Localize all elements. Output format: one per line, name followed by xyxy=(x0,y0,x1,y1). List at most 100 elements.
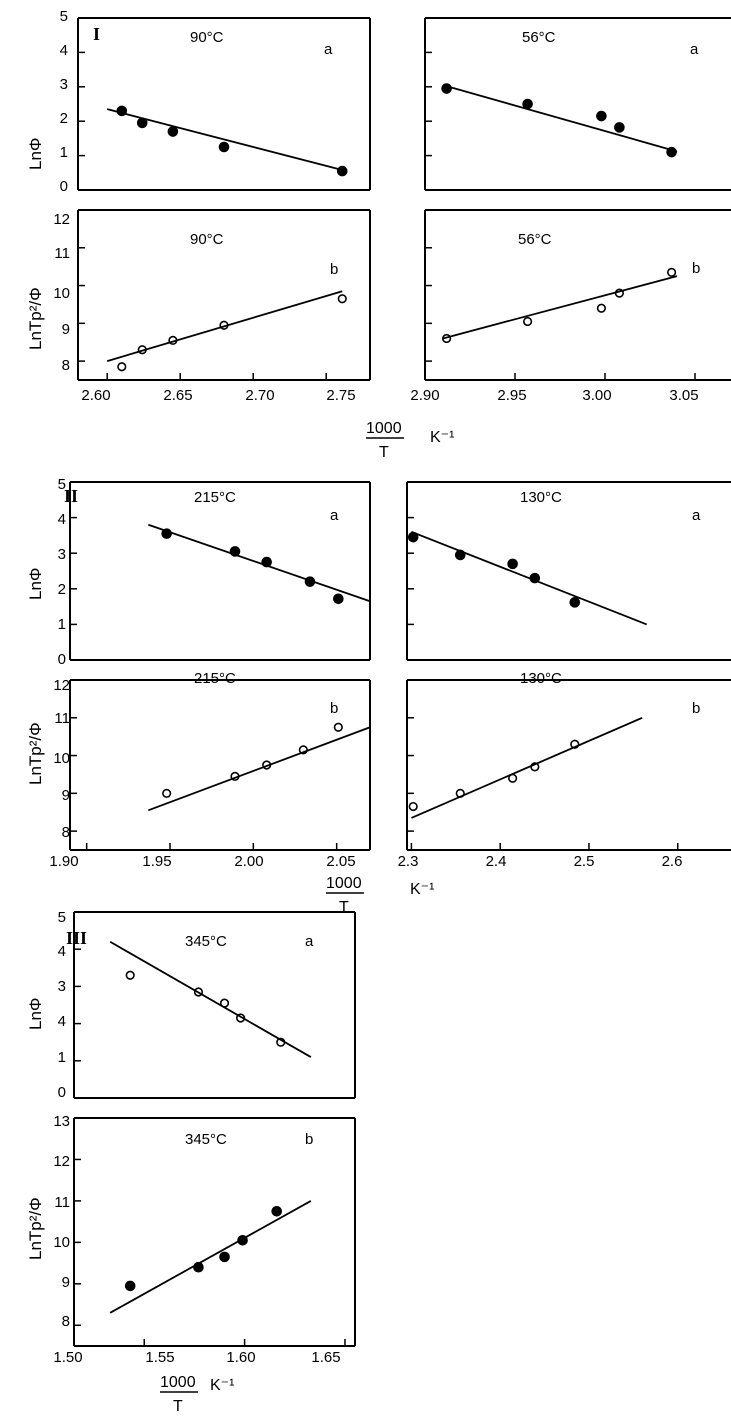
data-point-filled xyxy=(271,1205,283,1217)
panel-label-a: a xyxy=(692,507,701,524)
data-point-open xyxy=(337,294,347,304)
data-point-filled xyxy=(333,593,344,605)
y-tick-label: 0 xyxy=(60,178,68,195)
x-tick-label: 2.05 xyxy=(326,853,355,870)
temp-label: 345°C xyxy=(185,1131,227,1148)
y-tick-label: 3 xyxy=(60,76,68,93)
x-axis-title-numerator: 1000 xyxy=(160,1374,196,1391)
temp-label: 56°C xyxy=(518,231,552,248)
y-tick-label: 2 xyxy=(58,581,66,598)
temp-label: 130°C xyxy=(520,489,562,506)
y-tick-label: 0 xyxy=(58,1084,66,1101)
panel-label-a: a xyxy=(305,933,314,950)
data-point-filled xyxy=(596,110,607,122)
x-axis-title-unit: K⁻¹ xyxy=(430,429,454,446)
data-point-open xyxy=(333,722,343,732)
y-tick-label: 12 xyxy=(53,211,70,228)
fit-line xyxy=(109,940,312,1058)
x-axis-title-unit: K⁻¹ xyxy=(210,1377,234,1394)
y-tick-label: 4 xyxy=(58,511,66,528)
x-tick-labels: 2.60 2.65 2.70 2.75 2.90 2.95 3.00 3.05 … xyxy=(49,387,698,1366)
y-tick-label: 4 xyxy=(58,1013,66,1030)
panel-label-b: b xyxy=(330,261,338,278)
data-point-open xyxy=(125,970,135,980)
panel-label-a: a xyxy=(690,41,699,58)
y-tick-label: 11 xyxy=(54,1194,70,1211)
panel-I-a xyxy=(424,17,731,191)
y-tick-label: 9 xyxy=(62,321,70,338)
y-tick-label: 5 xyxy=(60,8,68,25)
x-tick-label: 1.55 xyxy=(145,1349,174,1366)
data-point-filled xyxy=(219,1251,230,1263)
x-tick-label: 1.90 xyxy=(49,853,78,870)
panel-label-a: a xyxy=(330,507,339,524)
panel-II-a xyxy=(69,481,371,661)
panel-I-b xyxy=(77,209,371,381)
y-tick-label: 3 xyxy=(58,978,66,995)
x-tick-label: 2.90 xyxy=(410,387,439,404)
fit-line xyxy=(148,726,371,812)
temp-label: 215°C xyxy=(194,670,236,687)
fit-line xyxy=(148,523,371,603)
x-axis-title-numerator: 1000 xyxy=(366,420,402,437)
y-axis-title: LnΦ xyxy=(26,138,45,170)
x-axis-title-denominator: T xyxy=(173,1398,183,1415)
x-tick-label: 2.70 xyxy=(245,387,274,404)
data-point-filled xyxy=(336,165,348,177)
x-tick-label: 1.60 xyxy=(226,1349,255,1366)
panel-III-a xyxy=(73,911,356,1099)
y-tick-label: 1 xyxy=(58,1049,66,1066)
y-tick-label: 11 xyxy=(54,710,70,727)
data-point-filled xyxy=(569,597,581,608)
y-tick-label: 12 xyxy=(53,1153,70,1170)
x-tick-label: 2.4 xyxy=(486,853,507,870)
y-axis-title: LnΦ xyxy=(26,998,45,1030)
group-label-III: III xyxy=(66,928,87,948)
x-axis-title: 1000 T K⁻¹ xyxy=(160,1374,234,1415)
y-tick-label: 4 xyxy=(58,943,66,960)
y-axis-title: LnTp²/Φ xyxy=(26,287,45,350)
y-tick-label: 8 xyxy=(62,824,70,841)
x-tick-label: 1.95 xyxy=(142,853,171,870)
y-tick-label: 4 xyxy=(60,42,68,59)
x-tick-label: 3.05 xyxy=(669,387,698,404)
data-point-filled xyxy=(614,122,625,133)
y-tick-label: 1 xyxy=(60,144,68,161)
x-axis-title-denominator: T xyxy=(339,899,349,916)
x-axis-title-denominator: T xyxy=(379,444,389,461)
y-tick-label: 10 xyxy=(53,285,70,302)
y-axis-title: LnΦ xyxy=(26,568,45,600)
panel-label-b: b xyxy=(330,700,338,717)
y-tick-label: 1 xyxy=(58,616,66,633)
x-tick-label: 1.65 xyxy=(311,1349,340,1366)
data-point-filled xyxy=(522,98,533,110)
y-tick-label: 0 xyxy=(58,651,66,668)
fit-line xyxy=(442,84,678,153)
panel-I-b xyxy=(424,209,731,381)
panel-III-b xyxy=(73,1117,356,1347)
y-tick-label: 11 xyxy=(54,245,70,262)
temp-label: 56°C xyxy=(522,29,556,46)
temp-label: 345°C xyxy=(185,933,227,950)
data-point-open xyxy=(522,316,533,327)
panel-label-b: b xyxy=(692,260,700,277)
panel-II-b xyxy=(69,679,371,851)
x-tick-label: 2.6 xyxy=(662,853,683,870)
panel-II-b xyxy=(406,679,731,851)
y-tick-label: 10 xyxy=(53,750,70,767)
temp-label: 90°C xyxy=(190,231,224,248)
x-tick-label: 2.60 xyxy=(81,387,110,404)
y-axis-title: LnTp²/Φ xyxy=(26,1197,45,1260)
group-label-I: I xyxy=(93,24,100,44)
chart-panels xyxy=(69,17,731,1347)
y-tick-label: 3 xyxy=(58,546,66,563)
fit-line xyxy=(411,716,643,819)
y-tick-label: 5 xyxy=(58,909,66,926)
x-tick-label: 2.5 xyxy=(574,853,595,870)
y-tick-label: 5 xyxy=(58,476,66,493)
data-point-open xyxy=(408,801,418,812)
y-tick-label: 8 xyxy=(62,357,70,374)
data-point-filled xyxy=(218,141,230,153)
y-axis-title: LnTp²/Φ xyxy=(26,722,45,785)
data-point-open xyxy=(162,788,172,798)
